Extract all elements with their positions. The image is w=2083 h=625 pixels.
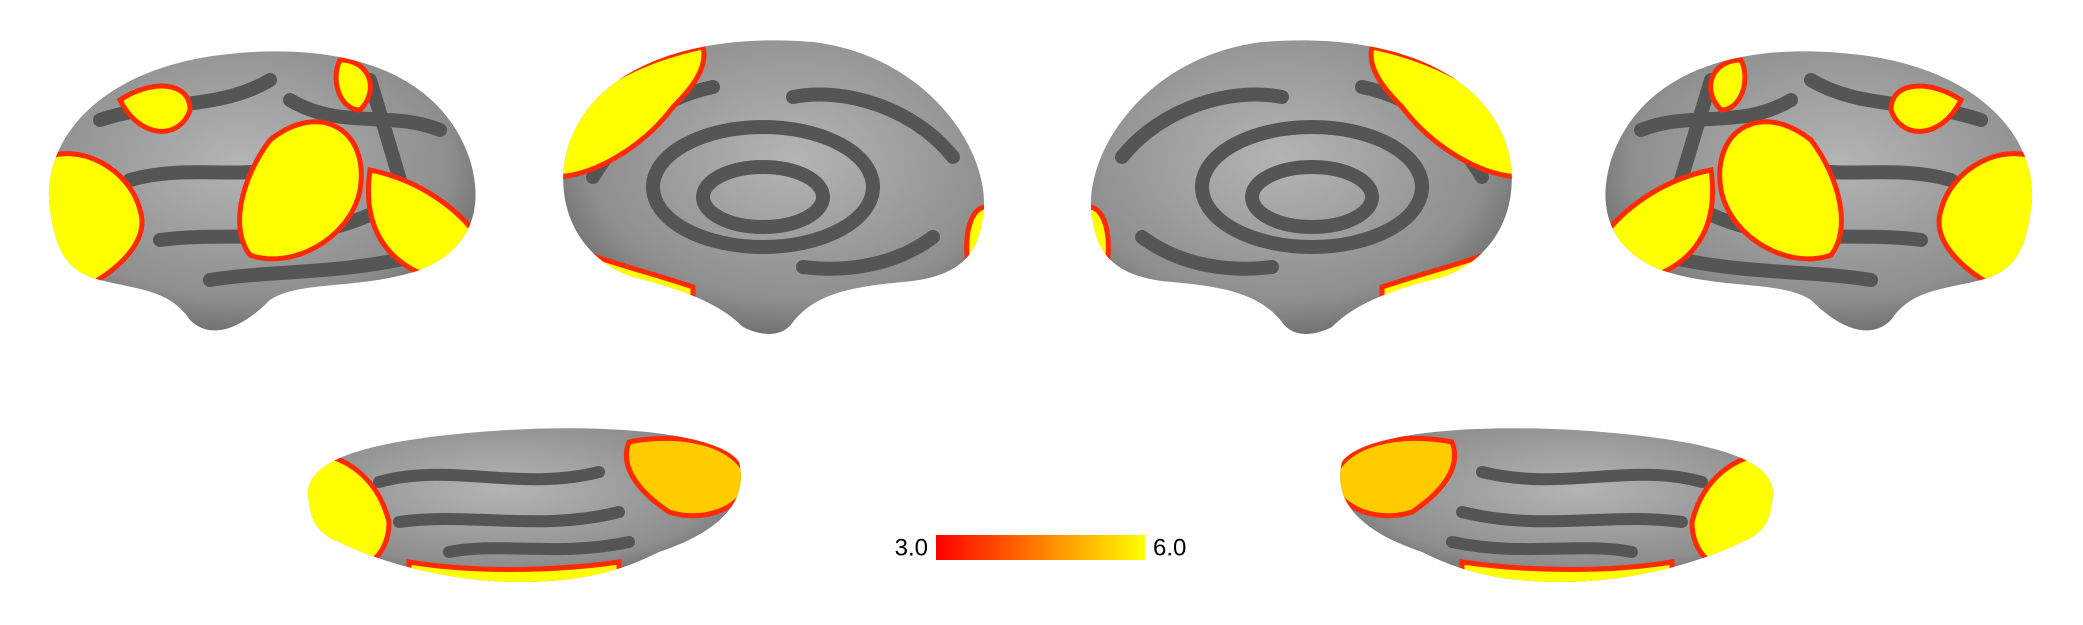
colorbar (936, 535, 1145, 560)
brain-ventral-left (299, 428, 749, 592)
colorbar-max-label: 6.0 (1153, 534, 1186, 561)
colorbar-min-label: 3.0 (895, 534, 928, 561)
brain-medial-right (1082, 40, 1522, 334)
brain-ventral-right (1332, 428, 1782, 592)
brain-lateral-right (1601, 51, 2041, 330)
brain-medial-left (553, 40, 993, 334)
brain-lateral-left (40, 51, 480, 330)
